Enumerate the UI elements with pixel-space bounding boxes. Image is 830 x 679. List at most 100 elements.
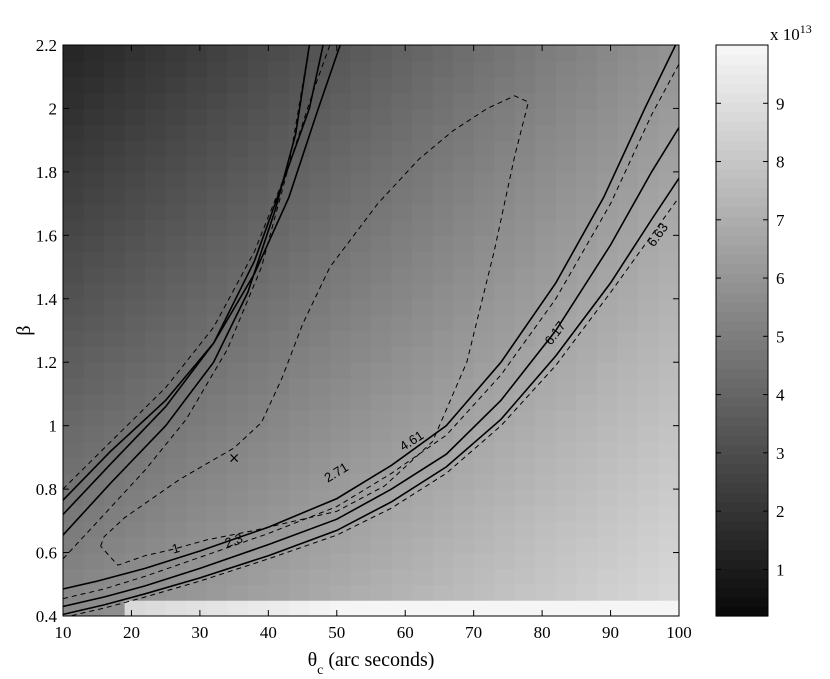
- heatmap-cell: [658, 267, 679, 284]
- heatmap-cell: [227, 267, 249, 284]
- heatmap-cell: [63, 60, 85, 78]
- heatmap-cell: [371, 314, 393, 332]
- heatmap-cell: [453, 473, 475, 490]
- heatmap-cell: [535, 520, 557, 538]
- heatmap-cell: [104, 203, 126, 221]
- heatmap-cell: [268, 156, 290, 173]
- heatmap-cell: [596, 219, 618, 236]
- heatmap-cell: [617, 187, 639, 205]
- heatmap-cell: [268, 76, 290, 94]
- heatmap-cell: [658, 441, 679, 458]
- colorbar-cell: [716, 501, 768, 512]
- heatmap-cell: [206, 282, 228, 300]
- heatmap-cell: [186, 203, 208, 221]
- heatmap-cell: [247, 298, 269, 316]
- heatmap-cell: [350, 267, 372, 284]
- colorbar-cell: [716, 549, 768, 560]
- heatmap-cell: [494, 489, 516, 506]
- heatmap-cell: [227, 473, 249, 490]
- heatmap-cell: [453, 520, 475, 538]
- heatmap-cell: [227, 187, 249, 205]
- heatmap-cell: [145, 552, 167, 570]
- heatmap-cell: [494, 536, 516, 554]
- colorbar-cell: [716, 168, 768, 179]
- heatmap-cell: [104, 504, 126, 522]
- heatmap-cell: [350, 346, 372, 363]
- heatmap-cell: [658, 600, 679, 616]
- heatmap-cell: [596, 600, 618, 616]
- heatmap-cell: [555, 235, 577, 252]
- heatmap-cell: [555, 60, 577, 78]
- heatmap-cell: [227, 457, 249, 474]
- colorbar-cell: [716, 197, 768, 208]
- heatmap-cell: [617, 76, 639, 94]
- heatmap-cell: [350, 203, 372, 221]
- heatmap-cell: [658, 76, 679, 94]
- heatmap-cell: [555, 473, 577, 490]
- y-axis: 0.4 0.6 0.8 1 1.2 1.4 1.6 1.8 2 2.2: [36, 36, 679, 626]
- heatmap-cell: [637, 441, 660, 458]
- heatmap-cell: [63, 203, 85, 221]
- heatmap-cell: [371, 346, 393, 363]
- colorbar-tick-label: 2: [776, 502, 785, 521]
- contour-line: [67, 197, 679, 616]
- heatmap-cell: [473, 584, 495, 601]
- heatmap-cell: [247, 267, 269, 284]
- heatmap-cell: [453, 568, 475, 585]
- heatmap-cell: [83, 600, 105, 616]
- heatmap-cell: [104, 92, 126, 110]
- heatmap-cell: [658, 346, 679, 363]
- heatmap-cell: [145, 171, 167, 189]
- heatmap-cell: [473, 552, 495, 570]
- heatmap-cell: [104, 76, 126, 94]
- heatmap-cell: [165, 60, 187, 78]
- heatmap-cell: [288, 219, 310, 236]
- heatmap-cell: [637, 171, 660, 189]
- colorbar-cell: [716, 368, 768, 379]
- heatmap-cell: [350, 552, 372, 570]
- heatmap-cell: [432, 473, 454, 490]
- heatmap-cell: [473, 267, 495, 284]
- heatmap-cell: [206, 378, 228, 395]
- heatmap-cell: [473, 251, 495, 268]
- heatmap-cell: [227, 108, 249, 125]
- heatmap-cell: [206, 504, 228, 522]
- heatmap-cell: [453, 393, 475, 411]
- heatmap-cell: [124, 298, 146, 316]
- heatmap-cell: [186, 489, 208, 506]
- heatmap-cell: [329, 235, 352, 252]
- heatmap-cell: [124, 536, 146, 554]
- heatmap-cell: [186, 330, 208, 347]
- heatmap-cell: [473, 45, 495, 62]
- heatmap-cell: [494, 282, 516, 300]
- heatmap-cell: [145, 282, 167, 300]
- heatmap-cell: [104, 124, 126, 141]
- heatmap-cell: [391, 45, 413, 62]
- heatmap-cell: [371, 267, 393, 284]
- heatmap-cell: [391, 314, 413, 332]
- colorbar-cell: [716, 387, 768, 398]
- heatmap-cell: [165, 457, 187, 474]
- heatmap-cell: [227, 600, 249, 616]
- heatmap-cell: [535, 425, 557, 443]
- heatmap-cell: [371, 156, 393, 173]
- heatmap-cell: [63, 92, 85, 110]
- heatmap-cell: [576, 156, 598, 173]
- heatmap-cell: [165, 536, 187, 554]
- heatmap-cell: [617, 536, 639, 554]
- heatmap-cell: [453, 92, 475, 110]
- heatmap-cell: [473, 457, 495, 474]
- heatmap-cell: [658, 219, 679, 236]
- heatmap-cell: [453, 140, 475, 157]
- heatmap-cell: [124, 504, 146, 522]
- heatmap-cell: [617, 346, 639, 363]
- heatmap-cell: [473, 346, 495, 363]
- heatmap-cell: [104, 108, 126, 125]
- heatmap-cell: [371, 362, 393, 379]
- heatmap-cell: [514, 489, 536, 506]
- heatmap-cell: [371, 584, 393, 601]
- heatmap-cell: [350, 76, 372, 94]
- heatmap-cell: [432, 267, 454, 284]
- heatmap-cell: [165, 362, 187, 379]
- heatmap-cell: [555, 457, 577, 474]
